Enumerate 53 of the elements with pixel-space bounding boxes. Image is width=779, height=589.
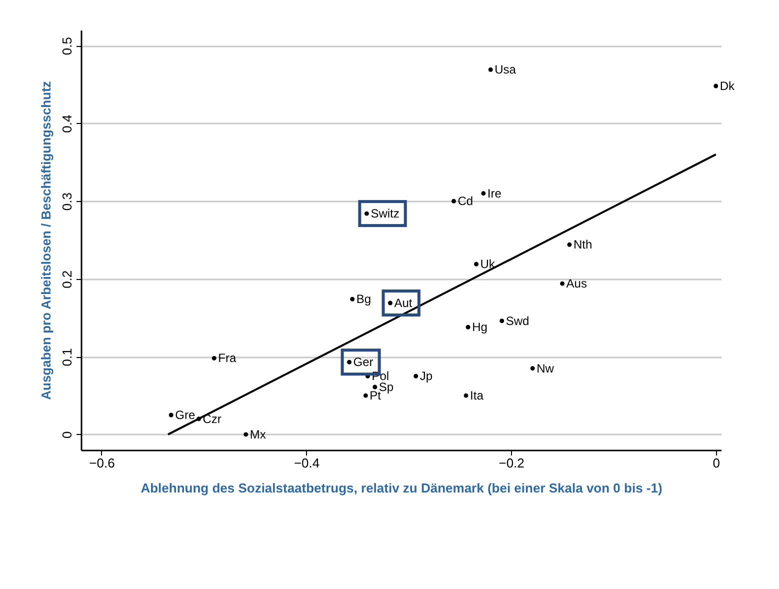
point bbox=[488, 67, 493, 72]
point bbox=[388, 300, 392, 306]
annotation: Aut bbox=[394, 296, 413, 310]
point bbox=[347, 360, 352, 364]
y-tick-label: 0.3 bbox=[60, 192, 74, 211]
annotation: Ita bbox=[470, 388, 484, 403]
annotation: Ire bbox=[487, 186, 502, 200]
annotation: Ger bbox=[353, 355, 374, 370]
x-tick-label: 0 bbox=[712, 456, 720, 470]
point bbox=[567, 242, 572, 247]
annotation: Cd bbox=[458, 194, 474, 208]
point bbox=[464, 393, 468, 398]
point bbox=[363, 393, 368, 398]
point bbox=[466, 324, 470, 330]
annotation: Jp bbox=[420, 369, 433, 384]
y-tick-label: 0.4 bbox=[60, 114, 74, 133]
point bbox=[372, 384, 378, 390]
y-axis-title: Ausgaben pro Arbeitslosen / Beschäftigungsschutz bbox=[38, 80, 54, 400]
point bbox=[168, 412, 174, 418]
y-tick-label: 0.5 bbox=[60, 37, 74, 56]
annotation: Nth bbox=[573, 238, 592, 252]
annotation: Usa bbox=[494, 62, 516, 77]
point bbox=[196, 416, 201, 422]
annotation: Uk bbox=[480, 257, 496, 272]
point bbox=[364, 211, 369, 216]
point bbox=[500, 318, 504, 324]
point bbox=[530, 366, 535, 371]
annotation: Switz bbox=[370, 206, 400, 221]
annotation: Mx bbox=[250, 427, 266, 442]
annotation: Fra bbox=[218, 351, 236, 366]
point bbox=[481, 191, 486, 196]
point bbox=[452, 198, 456, 204]
point bbox=[474, 262, 478, 266]
point bbox=[714, 84, 718, 88]
annotation: Swd bbox=[506, 314, 530, 328]
y-tick-label: 0 bbox=[60, 431, 74, 439]
annotation: Dk bbox=[720, 79, 736, 93]
annotation: Nw bbox=[536, 361, 554, 376]
y-tick-label: 0.1 bbox=[60, 348, 74, 366]
point bbox=[414, 374, 418, 378]
y-tick-label: 0.2 bbox=[60, 270, 74, 288]
annotation: Aus bbox=[566, 276, 587, 291]
x-tick-label: −0.2 bbox=[498, 456, 524, 470]
annotation: Gre bbox=[175, 408, 196, 422]
point bbox=[244, 432, 248, 437]
point bbox=[350, 296, 355, 302]
point bbox=[560, 281, 565, 286]
x-tick-label: −0.6 bbox=[89, 456, 115, 470]
x-axis-title: Ablehnung des Sozialstaatbetrugs, relativ zu Dänemark (bei einer Skala von 0 bis -1) bbox=[140, 480, 662, 496]
x-tick-label: −0.4 bbox=[294, 456, 320, 470]
point bbox=[212, 356, 216, 360]
annotation: Bg bbox=[356, 292, 372, 306]
annotation: Hg bbox=[472, 320, 488, 334]
